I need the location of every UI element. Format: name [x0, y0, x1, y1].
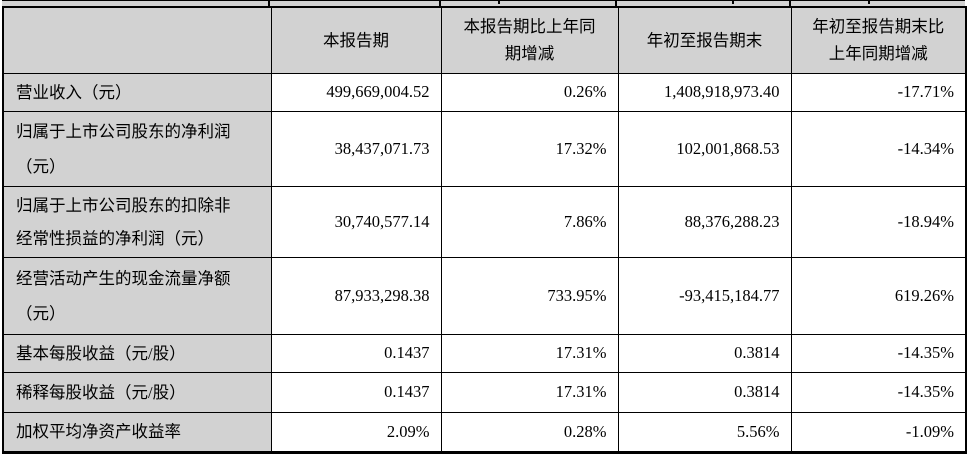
divider-line	[268, 1, 270, 7]
cell-value: -14.35%	[790, 371, 967, 413]
cell-value: -93,415,184.77	[617, 256, 792, 335]
table-row-net-profit: 归属于上市公司股东的净利润 （元） 38,437,071.73 17.32% 1…	[2, 110, 967, 187]
col-header-current-period: 本报告期	[270, 6, 442, 74]
col-header-year-to-date-yoy-change: 年初至报告期末比 上年同期增减	[790, 6, 967, 74]
cell-value: 102,001,868.53	[617, 110, 792, 187]
cell-value: 0.1437	[270, 333, 442, 373]
cell-value: -1.09%	[790, 411, 967, 453]
row-label: 归属于上市公司股东的扣除非 经常性损益的净利润（元）	[2, 185, 272, 258]
cell-value: -14.34%	[790, 110, 967, 187]
row-label: 归属于上市公司股东的净利润 （元）	[2, 110, 272, 187]
cell-value: -17.71%	[790, 72, 967, 112]
cell-value: 17.31%	[440, 371, 619, 413]
cell-value: 87,933,298.38	[270, 256, 442, 335]
cell-value: 38,437,071.73	[270, 110, 442, 187]
row-label: 经营活动产生的现金流量净额 （元）	[2, 256, 272, 335]
corner-cell	[2, 6, 272, 74]
divider-line	[789, 1, 791, 7]
divider-line	[439, 1, 441, 7]
cell-value: -18.94%	[790, 185, 967, 258]
col-header-year-to-date: 年初至报告期末	[617, 6, 792, 74]
row-label: 稀释每股收益（元/股）	[2, 371, 272, 413]
divider-tick	[732, 1, 734, 4]
cell-value: 0.3814	[617, 333, 792, 373]
table-row-diluted-eps: 稀释每股收益（元/股） 0.1437 17.31% 0.3814 -14.35%	[2, 371, 967, 413]
cell-value: 733.95%	[440, 256, 619, 335]
row-label: 基本每股收益（元/股）	[2, 333, 272, 373]
table-row-operating-cash-flow: 经营活动产生的现金流量净额 （元） 87,933,298.38 733.95% …	[2, 256, 967, 335]
financial-summary-table: 本报告期 本报告期比上年同 期增减 年初至报告期末 年初至报告期末比 上年同期增…	[2, 6, 967, 454]
cell-value: 5.56%	[617, 411, 792, 453]
cell-value: -14.35%	[790, 333, 967, 373]
cell-value: 0.1437	[270, 371, 442, 413]
cell-value: 2.09%	[270, 411, 442, 453]
table-row-revenue: 营业收入（元） 499,669,004.52 0.26% 1,408,918,9…	[2, 72, 967, 112]
divider-tick	[868, 1, 870, 4]
cell-value: 1,408,918,973.40	[617, 72, 792, 112]
col-header-current-period-yoy-change: 本报告期比上年同 期增减	[440, 6, 619, 74]
table-row-basic-eps: 基本每股收益（元/股） 0.1437 17.31% 0.3814 -14.35%	[2, 333, 967, 373]
row-label: 加权平均净资产收益率	[2, 411, 272, 453]
cell-value: 88,376,288.23	[617, 185, 792, 258]
cell-value: 7.86%	[440, 185, 619, 258]
row-label: 营业收入（元）	[2, 72, 272, 112]
previous-table-bottom-edge	[2, 0, 965, 7]
cell-value: 17.32%	[440, 110, 619, 187]
cell-value: 0.28%	[440, 411, 619, 453]
cell-value: 619.26%	[790, 256, 967, 335]
cell-value: 30,740,577.14	[270, 185, 442, 258]
cell-value: 0.3814	[617, 371, 792, 413]
cell-value: 17.31%	[440, 333, 619, 373]
cell-value: 499,669,004.52	[270, 72, 442, 112]
divider-line	[615, 1, 617, 7]
cell-value: 0.26%	[440, 72, 619, 112]
table-row-net-profit-excl-nonrecurring: 归属于上市公司股东的扣除非 经常性损益的净利润（元） 30,740,577.14…	[2, 185, 967, 258]
table-row-weighted-avg-roe: 加权平均净资产收益率 2.09% 0.28% 5.56% -1.09%	[2, 411, 967, 453]
table-header-row: 本报告期 本报告期比上年同 期增减 年初至报告期末 年初至报告期末比 上年同期增…	[2, 6, 967, 74]
divider-tick	[498, 1, 500, 4]
